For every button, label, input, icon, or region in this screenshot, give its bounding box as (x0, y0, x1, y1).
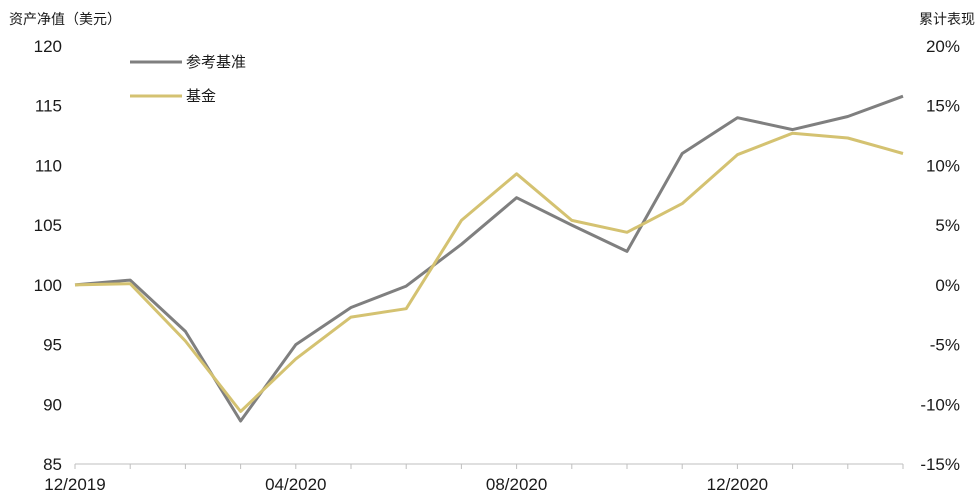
left-y-axis: 85 90 95 100 105 110 115 120 (34, 37, 62, 474)
right-y-tick-label: -5% (930, 336, 960, 355)
left-y-tick-label: 115 (35, 97, 62, 116)
legend-label: 参考基准 (186, 53, 246, 71)
left-y-tick-label: 85 (43, 455, 62, 474)
right-y-tick-label: 15% (926, 97, 960, 116)
left-y-tick-label: 110 (35, 156, 62, 175)
x-tick-label: 08/2020 (486, 475, 547, 494)
legend-label: 基金 (186, 87, 216, 105)
x-tick-label: 04/2020 (265, 475, 326, 494)
left-y-tick-label: 105 (34, 216, 62, 235)
left-y-tick-label: 95 (43, 336, 62, 355)
benchmark-series-line (74, 94, 904, 423)
right-y-tick-label: 10% (926, 156, 960, 175)
left-y-tick-label: 120 (34, 37, 62, 56)
left-y-tick-label: 100 (34, 276, 62, 295)
right-y-tick-label: -10% (920, 395, 960, 414)
left-axis-title: 资产净值（美元） (9, 12, 121, 28)
left-y-tick-label: 90 (43, 395, 62, 414)
right-y-tick-label: 20% (926, 37, 960, 56)
fund-series-line (74, 131, 904, 413)
right-y-tick-label: 5% (935, 216, 960, 235)
right-axis-title: 累计表现 (919, 12, 975, 28)
right-y-tick-label: 0% (935, 276, 960, 295)
right-y-tick-label: -15% (920, 455, 960, 474)
right-y-axis: -15% -10% -5% 0% 5% 10% 15% 20% (920, 37, 960, 474)
series-layer (74, 94, 904, 423)
x-axis: 12/2019 04/2020 08/2020 12/2020 (44, 463, 904, 494)
x-tick-label: 12/2019 (44, 475, 105, 494)
x-tick-label: 12/2020 (707, 475, 768, 494)
